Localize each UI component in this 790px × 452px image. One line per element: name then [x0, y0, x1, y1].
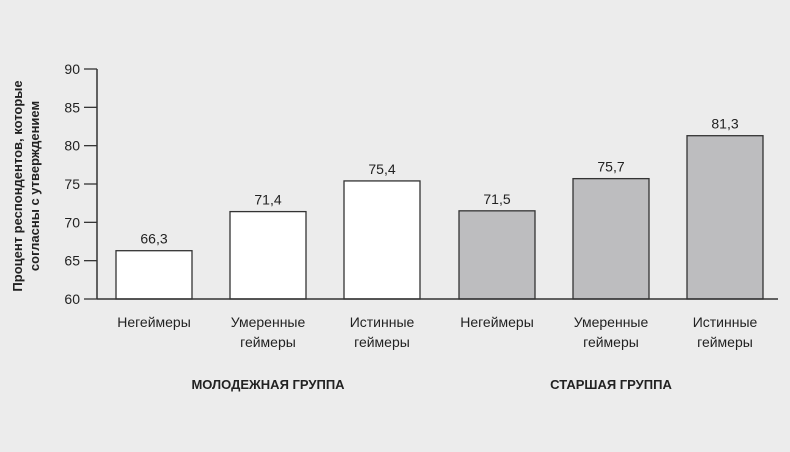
bar-value-label: 75,4: [368, 161, 395, 177]
y-axis-label-line: Процент респондентов, которые: [10, 80, 25, 291]
x-category-label: геймеры: [583, 334, 639, 350]
group-labels: МОЛОДЕЖНАЯ ГРУППА СТАРШАЯ ГРУППА: [191, 377, 672, 392]
y-axis-label: Процент респондентов, которые согласны с …: [10, 80, 42, 291]
x-category-label: Истинные: [693, 314, 758, 330]
bar-value-label: 66,3: [140, 231, 167, 247]
y-axis: 60 65 70 75 80 85 90: [64, 61, 98, 307]
x-category-label: Умеренные: [231, 314, 306, 330]
bar: [343, 180, 421, 300]
bar-value-label: 75,7: [597, 159, 624, 175]
x-category-label: геймеры: [697, 334, 753, 350]
bar: [572, 177, 650, 300]
bars: 66,3 71,4 75,4 71,5 75,7 81,3: [115, 116, 764, 300]
y-tick-label: 75: [64, 176, 80, 192]
bar: [229, 210, 307, 300]
bar-value-label: 81,3: [711, 116, 738, 132]
bar: [115, 250, 193, 300]
y-tick-label: 85: [64, 99, 80, 115]
y-axis-label-line: согласны с утверждением: [27, 101, 42, 271]
x-category-label: геймеры: [354, 334, 410, 350]
y-tick-label: 90: [64, 61, 80, 77]
bar: [686, 135, 764, 300]
y-tick-label: 60: [64, 291, 80, 307]
y-tick-label: 70: [64, 214, 80, 230]
x-category-label: Негеймеры: [460, 314, 534, 330]
x-category-label: геймеры: [240, 334, 296, 350]
x-category-label: Истинные: [350, 314, 415, 330]
x-category-label: Умеренные: [574, 314, 649, 330]
y-tick-label: 65: [64, 253, 80, 269]
group-label: МОЛОДЕЖНАЯ ГРУППА: [191, 377, 345, 392]
bar-value-label: 71,4: [254, 192, 281, 208]
x-category-label: Негеймеры: [117, 314, 191, 330]
x-axis: Негеймеры Умеренные геймеры Истинные геймеры…: [97, 298, 778, 350]
y-tick-label: 80: [64, 138, 80, 154]
bar-value-label: 71,5: [483, 191, 510, 207]
group-label: СТАРШАЯ ГРУППА: [550, 377, 672, 392]
bar: [458, 210, 536, 300]
